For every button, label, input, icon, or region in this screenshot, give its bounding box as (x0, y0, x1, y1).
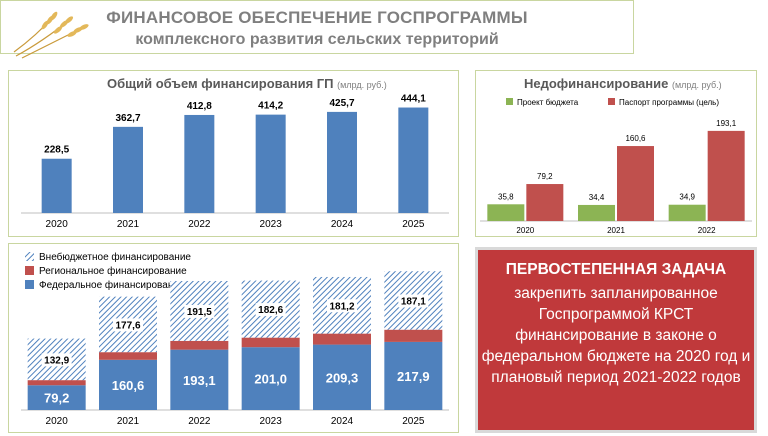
x-tick-label-2020: 2020 (46, 219, 69, 230)
data-label-2022-series-0: 34,9 (679, 193, 695, 202)
task-heading: ПЕРВОСТЕПЕННАЯ ЗАДАЧА (505, 261, 727, 278)
bar-2025-series-0 (384, 341, 443, 410)
x-tick-label-2022: 2022 (188, 416, 211, 427)
legend-label-2: Внебюджетное финансирование (39, 251, 191, 263)
header-banner: ФИНАНСОВОЕ ОБЕСПЕЧЕНИЕ ГОСПРОГРАММЫ комп… (0, 0, 634, 54)
bar-2022 (184, 114, 215, 213)
x-tick-label-2025: 2025 (402, 416, 425, 427)
funding-structure-panel: Внебюджетное финансирование Региональное … (8, 243, 459, 433)
underfunding-chart-title: Недофинансирование (млрд. руб.) (524, 76, 722, 91)
bar-2023-series-1 (241, 337, 300, 348)
funding-structure-chart: Внебюджетное финансирование Региональное … (21, 251, 449, 427)
bar-2024 (327, 111, 357, 213)
data-label-2021-series-2: 177,6 (115, 320, 140, 331)
data-label-bg-2024 (327, 299, 357, 313)
data-label-2022-series-1: 193,1 (716, 119, 737, 128)
data-label-2020-series-0: 79,2 (44, 391, 69, 406)
data-label-2020-series-2: 132,9 (44, 355, 69, 366)
bar-2024-series-0 (313, 344, 371, 410)
x-tick-label-2021: 2021 (607, 226, 625, 235)
data-label-2021-series-0: 160,6 (112, 378, 145, 393)
legend-swatch-1 (25, 266, 34, 275)
total-funding-panel: Общий объем финансирования ГП (млрд. руб… (8, 70, 459, 237)
data-label-2025-series-0: 217,9 (397, 369, 430, 384)
data-label-bg-2022 (184, 304, 215, 318)
x-tick-label-2022: 2022 (188, 219, 211, 230)
data-label-2023-series-0: 201,0 (254, 372, 287, 387)
legend-swatch-0 (506, 98, 513, 105)
data-label-bg-2023 (255, 303, 286, 317)
legend-label-1: Паспорт программы (цель) (619, 98, 719, 107)
x-tick-label-2021: 2021 (117, 219, 140, 230)
data-label-bg-2025 (398, 294, 429, 308)
x-tick-label-2024: 2024 (331, 219, 354, 230)
bar-2020-series-1 (526, 184, 564, 221)
data-label-2020: 228,5 (44, 145, 69, 156)
legend-swatch-1 (608, 98, 615, 105)
data-label-2025-series-2: 187,1 (401, 296, 426, 307)
legend-swatch-0 (25, 280, 34, 289)
bar-2022-series-0 (668, 204, 706, 221)
bar-2024-series-1 (313, 333, 371, 345)
x-tick-label-2025: 2025 (402, 219, 425, 230)
bar-2021-series-0 (99, 359, 157, 410)
bar-2021-series-0 (578, 204, 615, 221)
bar-2020-series-1 (27, 380, 86, 386)
data-label-2025: 444,1 (401, 94, 426, 105)
legend-swatch-2 (25, 252, 34, 261)
x-tick-label-2022: 2022 (698, 226, 716, 235)
data-label-bg-2020 (41, 353, 72, 367)
legend-label-0: Проект бюджета (517, 98, 579, 107)
x-tick-label-2023: 2023 (260, 416, 283, 427)
x-tick-label-2020: 2020 (46, 416, 69, 427)
bar-2020-series-0 (27, 385, 86, 410)
page-title: ФИНАНСОВОЕ ОБЕСПЕЧЕНИЕ ГОСПРОГРАММЫ (106, 8, 528, 27)
bar-2021-series-1 (99, 352, 157, 360)
data-label-2022-series-2: 191,5 (187, 307, 212, 318)
data-label-2020-series-1: 79,2 (537, 172, 553, 181)
page-subtitle: комплексного развития сельских территори… (135, 31, 499, 48)
data-label-2023: 414,2 (258, 101, 283, 112)
bar-2023-series-0 (241, 347, 300, 410)
underfunding-chart: Проект бюджета Паспорт программы (цель) 35… (480, 98, 752, 235)
legend-label-1: Региональное финансирование (39, 265, 187, 277)
data-label-2021-series-0: 34,4 (589, 193, 605, 202)
priority-task-box: ПЕРВОСТЕПЕННАЯ ЗАДАЧА закрепить запланир… (475, 247, 757, 433)
x-tick-label-2024: 2024 (331, 416, 354, 427)
bar-2025 (398, 107, 429, 213)
data-label-2024-series-2: 181,2 (329, 301, 354, 312)
bar-2022-series-0 (170, 349, 229, 410)
bar-2020 (41, 158, 72, 213)
bar-2023 (255, 114, 286, 213)
data-label-2022-series-0: 193,1 (183, 373, 216, 388)
data-label-2022: 412,8 (187, 101, 212, 112)
data-label-2021-series-1: 160,6 (625, 134, 646, 143)
data-label-2024: 425,7 (329, 98, 354, 109)
bar-2022-series-1 (170, 340, 229, 350)
data-label-bg-2021 (113, 318, 143, 332)
total-funding-chart: 228,5 2020 362,7 2021 412,8 2022 414,2 2023 425,… (21, 94, 449, 230)
bar-2021 (113, 126, 143, 213)
underfunding-panel: Недофинансирование (млрд. руб.) Проект б… (475, 70, 757, 237)
bar-2021-series-1 (617, 146, 654, 221)
data-label-2021: 362,7 (115, 113, 140, 124)
wheat-logo-icon (13, 11, 89, 59)
bar-2020-series-0 (487, 204, 525, 221)
data-label-2024-series-0: 209,3 (326, 370, 359, 385)
data-label-2020-series-0: 35,8 (498, 192, 514, 201)
bar-2025-series-1 (384, 329, 443, 342)
data-label-2023-series-2: 182,6 (258, 305, 283, 316)
x-tick-label-2023: 2023 (260, 219, 283, 230)
bar-2022-series-1 (707, 130, 745, 221)
x-tick-label-2021: 2021 (117, 416, 140, 427)
legend-label-0: Федеральное финансирование (39, 279, 185, 291)
task-body: закрепить запланированное Госпрограммой … (481, 285, 751, 386)
total-chart-title: Общий объем финансирования ГП (млрд. руб… (107, 76, 387, 91)
x-tick-label-2020: 2020 (516, 226, 534, 235)
